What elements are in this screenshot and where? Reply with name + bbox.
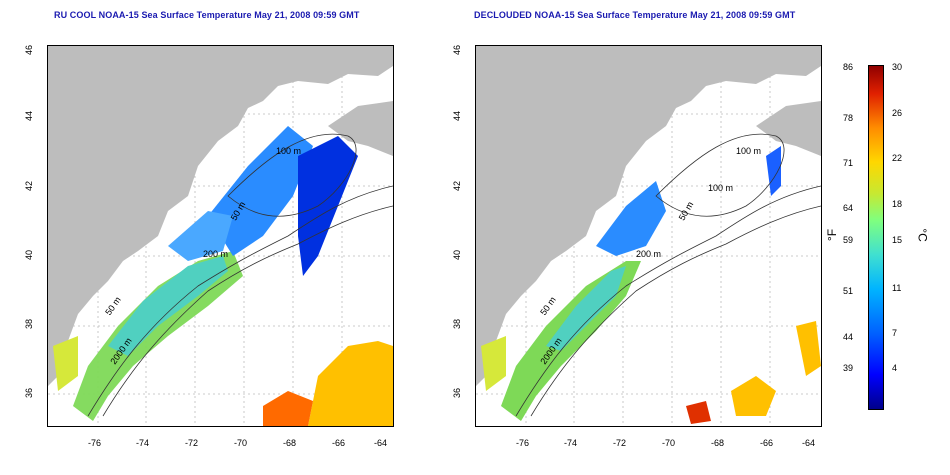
fahrenheit-tick: 78: [843, 113, 854, 123]
lon-tick: -64: [374, 438, 388, 448]
lon-tick: -74: [564, 438, 578, 448]
celsius-tick: 30: [892, 62, 903, 72]
celsius-unit-label: °C: [915, 228, 930, 242]
contour-label: 200 m: [203, 249, 229, 259]
celsius-tick: 18: [892, 199, 903, 209]
lon-tick: -72: [185, 438, 199, 448]
lon-tick: -66: [760, 438, 774, 448]
contour-label: 100 m: [276, 146, 302, 156]
fahrenheit-tick: 71: [843, 158, 854, 168]
lat-tick: 42: [452, 180, 463, 192]
right-map-graphic: [476, 46, 821, 426]
contour-label: 100 m: [736, 146, 762, 156]
lon-tick: -64: [802, 438, 816, 448]
lon-tick: -68: [711, 438, 725, 448]
lat-tick: 38: [452, 318, 463, 330]
temperature-colorbar: [868, 65, 884, 410]
left-sst-map[interactable]: 100 m 50 m 200 m 50 m 2000 m: [47, 45, 394, 427]
fahrenheit-tick: 86: [843, 62, 854, 72]
fahrenheit-unit-label: °F: [825, 228, 840, 242]
fahrenheit-tick: 51: [843, 286, 854, 296]
right-panel-title: DECLOUDED NOAA-15 Sea Surface Temperatur…: [474, 10, 796, 20]
lon-tick: -70: [234, 438, 248, 448]
right-sst-map[interactable]: 100 m 100 m 50 m 200 m 50 m 2000 m: [475, 45, 822, 427]
lon-tick: -66: [332, 438, 346, 448]
lon-tick: -74: [136, 438, 150, 448]
lat-tick: 40: [24, 249, 35, 261]
land-mass: [476, 46, 821, 386]
lat-tick: 44: [452, 110, 463, 122]
contour-label: 200 m: [636, 249, 662, 259]
fahrenheit-tick: 59: [843, 235, 854, 245]
lat-tick: 36: [24, 387, 35, 399]
left-panel-title: RU COOL NOAA-15 Sea Surface Temperature …: [54, 10, 360, 20]
celsius-tick: 11: [892, 283, 902, 293]
lat-tick: 38: [24, 318, 35, 330]
lat-tick: 36: [452, 387, 463, 399]
celsius-tick: 22: [892, 153, 903, 163]
contour-label: 100 m: [708, 183, 734, 193]
celsius-tick: 7: [892, 328, 898, 338]
lat-tick: 46: [452, 44, 463, 56]
celsius-tick: 26: [892, 108, 903, 118]
celsius-tick: 15: [892, 235, 903, 245]
lon-tick: -70: [662, 438, 676, 448]
fahrenheit-tick: 44: [843, 332, 854, 342]
lon-tick: -72: [613, 438, 627, 448]
lon-tick: -68: [283, 438, 297, 448]
fahrenheit-tick: 64: [843, 203, 854, 213]
celsius-tick: 4: [892, 363, 898, 373]
lat-tick: 46: [24, 44, 35, 56]
left-map-graphic: [48, 46, 393, 426]
land-mass: [48, 46, 393, 386]
fahrenheit-tick: 39: [843, 363, 854, 373]
lon-tick: -76: [516, 438, 530, 448]
lat-tick: 40: [452, 249, 463, 261]
lat-tick: 42: [24, 180, 35, 192]
lon-tick: -76: [88, 438, 102, 448]
lat-tick: 44: [24, 110, 35, 122]
